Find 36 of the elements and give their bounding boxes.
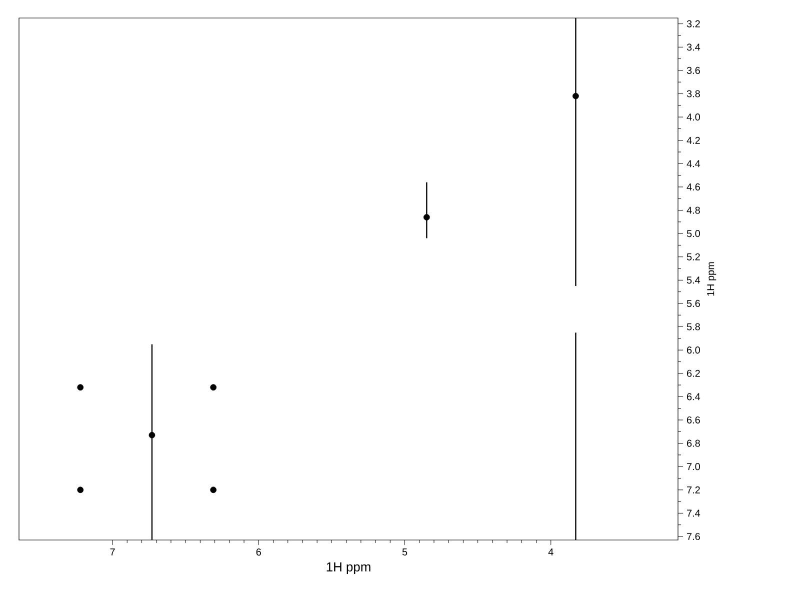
x-tick-label: 6 <box>256 548 261 556</box>
point <box>77 384 84 391</box>
y-tick-label: 5.4 <box>686 276 700 284</box>
y-tick-label: 4.2 <box>686 136 700 144</box>
point <box>77 486 84 494</box>
y-tick-label: 6.2 <box>687 370 700 377</box>
y-tick-label: 3.6 <box>686 66 700 74</box>
y-tick-label: 4.4 <box>686 160 700 168</box>
y-tick-label: 7.4 <box>687 510 700 517</box>
y-tick-label: 7.0 <box>687 463 700 470</box>
y-tick-label: 3.4 <box>686 44 700 51</box>
y-axis-title: 1H ppm <box>707 262 716 296</box>
y-tick-label: 5.0 <box>686 230 700 238</box>
point <box>210 486 217 494</box>
point <box>572 92 579 100</box>
x-tick-label: 5 <box>402 548 408 556</box>
x-tick-label: 7 <box>110 548 115 556</box>
y-tick-label: 6.4 <box>687 393 700 400</box>
x-tick-label: 4 <box>548 548 554 556</box>
point <box>423 214 430 220</box>
y-tick-label: 4.0 <box>686 114 700 121</box>
y-tick-label: 5.2 <box>686 253 700 260</box>
y-tick-label: 6.8 <box>687 440 700 447</box>
y-tick-label: 3.2 <box>686 20 700 28</box>
y-tick-label: 6.6 <box>687 416 700 424</box>
x-axis-title: 1H ppm <box>326 562 370 574</box>
y-tick-label: 5.8 <box>686 323 700 330</box>
y-tick-label: 6.0 <box>687 346 700 354</box>
point <box>210 384 217 391</box>
y-tick-label: 5.6 <box>686 300 700 307</box>
point <box>148 432 156 438</box>
y-tick-label: 7.6 <box>687 532 700 540</box>
y-tick-label: 3.8 <box>686 90 700 98</box>
y-tick-label: 4.8 <box>686 206 700 214</box>
y-tick-label: 4.6 <box>686 183 700 190</box>
y-tick-label: 7.2 <box>687 486 700 494</box>
